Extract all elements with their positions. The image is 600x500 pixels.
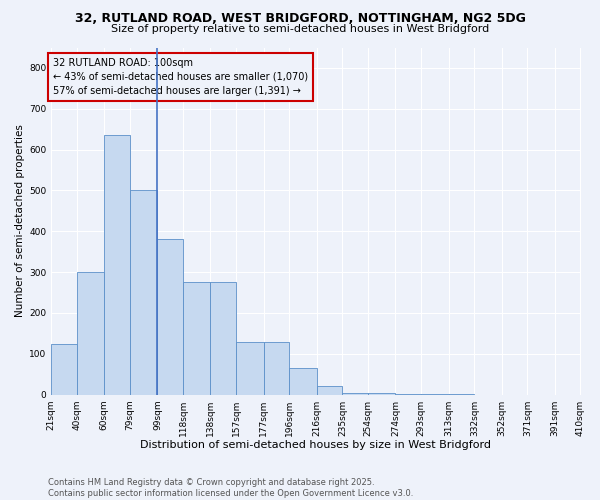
Bar [130, 190, 157, 394]
Text: Size of property relative to semi-detached houses in West Bridgford: Size of property relative to semi-detach… [111, 24, 489, 34]
Bar [51, 344, 77, 394]
Bar [343, 392, 368, 394]
Text: 32 RUTLAND ROAD: 100sqm
← 43% of semi-detached houses are smaller (1,070)
57% of: 32 RUTLAND ROAD: 100sqm ← 43% of semi-de… [53, 58, 308, 96]
Y-axis label: Number of semi-detached properties: Number of semi-detached properties [15, 124, 25, 318]
Bar [263, 342, 289, 394]
Bar [317, 386, 343, 394]
Text: Contains HM Land Registry data © Crown copyright and database right 2025.
Contai: Contains HM Land Registry data © Crown c… [48, 478, 413, 498]
X-axis label: Distribution of semi-detached houses by size in West Bridgford: Distribution of semi-detached houses by … [140, 440, 491, 450]
Bar [236, 342, 263, 394]
Bar [104, 136, 130, 394]
Bar [183, 282, 211, 395]
Bar [289, 368, 317, 394]
Bar [157, 240, 183, 394]
Text: 32, RUTLAND ROAD, WEST BRIDGFORD, NOTTINGHAM, NG2 5DG: 32, RUTLAND ROAD, WEST BRIDGFORD, NOTTIN… [74, 12, 526, 26]
Bar [211, 282, 236, 395]
Bar [77, 272, 104, 394]
